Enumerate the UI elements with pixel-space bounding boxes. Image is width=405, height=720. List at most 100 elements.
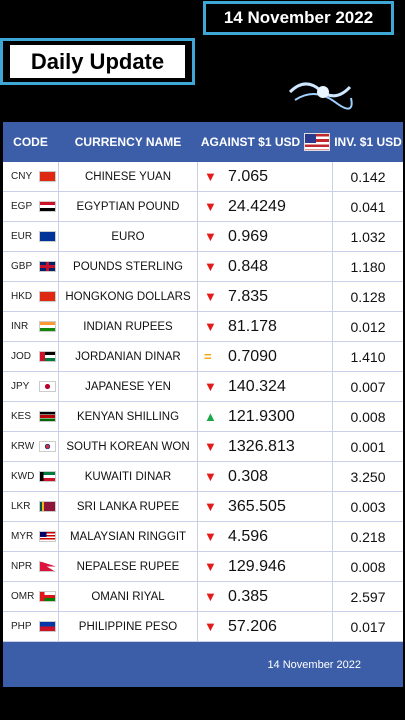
top-date-box: 14 November 2022: [203, 1, 394, 35]
currency-code: KRW: [11, 441, 35, 452]
code-cell: KRW: [3, 432, 58, 461]
cn-flag-icon: [39, 171, 56, 182]
table-row: KES KENYAN SHILLING ▲ 121.9300 0.008: [3, 402, 403, 432]
against-usd-cell: = 0.7090: [198, 342, 333, 371]
code-cell: CNY: [3, 162, 58, 191]
trend-down-icon: ▼: [204, 169, 217, 184]
trend-down-icon: ▼: [204, 589, 217, 604]
table-row: CNY CHINESE YUAN ▼ 7.065 0.142: [3, 162, 403, 192]
trend-down-icon: ▼: [204, 319, 217, 334]
against-usd-value: 0.848: [228, 257, 269, 275]
code-cell: EGP: [3, 192, 58, 221]
inverse-value: 0.012: [350, 318, 386, 335]
currency-code: KWD: [11, 471, 35, 482]
table-row: PHP PHILIPPINE PESO ▼ 57.206 0.017: [3, 612, 403, 642]
against-usd-cell: ▼ 129.946: [198, 552, 333, 581]
currency-code: OMR: [11, 591, 35, 602]
currency-name: INDIAN RUPEES: [58, 312, 198, 341]
jo-flag-icon: [39, 351, 56, 362]
inverse-value: 0.001: [350, 438, 386, 455]
ke-flag-icon: [39, 411, 56, 422]
currency-code: JPY: [11, 381, 30, 392]
code-cell: JPY: [3, 372, 58, 401]
sparkle-icon: [288, 82, 353, 110]
header-against-label: AGAINST $1 USD: [200, 135, 301, 149]
table-row: LKR SRI LANKA RUPEE ▼ 365.505 0.003: [3, 492, 403, 522]
against-usd-value: 0.7090: [228, 347, 277, 365]
currency-name: JORDANIAN DINAR: [58, 342, 198, 371]
against-usd-cell: ▼ 140.324: [198, 372, 333, 401]
ph-flag-icon: [39, 621, 56, 632]
table-row: EUR EURO ▼ 0.969 1.032: [3, 222, 403, 252]
currency-name: MALAYSIAN RINGGIT: [58, 522, 198, 551]
against-usd-value: 24.4249: [228, 197, 286, 215]
currency-code: LKR: [11, 501, 31, 512]
currency-code: JOD: [11, 351, 31, 362]
trend-equal-icon: =: [204, 349, 212, 364]
currency-code: NPR: [11, 561, 33, 572]
table-row: KWD KUWAITI DINAR ▼ 0.308 3.250: [3, 462, 403, 492]
table-row: INR INDIAN RUPEES ▼ 81.178 0.012: [3, 312, 403, 342]
against-usd-cell: ▼ 0.969: [198, 222, 333, 251]
currency-name: CHINESE YUAN: [58, 162, 198, 191]
top-date: 14 November 2022: [223, 8, 374, 27]
currency-name: KENYAN SHILLING: [58, 402, 198, 431]
jp-flag-icon: [39, 381, 56, 392]
currency-code: GBP: [11, 261, 33, 272]
against-usd-cell: ▼ 4.596: [198, 522, 333, 551]
code-cell: GBP: [3, 252, 58, 281]
inverse-value: 0.008: [350, 558, 386, 575]
currency-code: INR: [11, 321, 29, 332]
against-usd-value: 140.324: [228, 377, 286, 395]
table-header: CODE CURRENCY NAME AGAINST $1 USD INV. $…: [3, 122, 403, 162]
inverse-value: 1.180: [350, 258, 386, 275]
against-usd-cell: ▼ 0.848: [198, 252, 333, 281]
table-row: JOD JORDANIAN DINAR = 0.7090 1.410: [3, 342, 403, 372]
kw-flag-icon: [39, 471, 56, 482]
inverse-value: 1.410: [350, 348, 386, 365]
currency-name: POUNDS STERLING: [58, 252, 198, 281]
currency-code: HKD: [11, 291, 33, 302]
trend-down-icon: ▼: [204, 499, 217, 514]
inverse-value: 0.008: [350, 408, 386, 425]
against-usd-cell: ▼ 7.065: [198, 162, 333, 191]
code-cell: OMR: [3, 582, 58, 611]
currency-name: NEPALESE RUPEE: [58, 552, 198, 581]
inverse-value: 0.142: [350, 168, 386, 185]
currency-code: EGP: [11, 201, 33, 212]
code-cell: MYR: [3, 522, 58, 551]
table-row: KRW SOUTH KOREAN WON ▼ 1326.813 0.001: [3, 432, 403, 462]
currency-name: OMANI RIYAL: [58, 582, 198, 611]
code-cell: JOD: [3, 342, 58, 371]
against-usd-cell: ▼ 7.835: [198, 282, 333, 311]
trend-down-icon: ▼: [204, 289, 217, 304]
against-usd-value: 57.206: [228, 617, 277, 635]
currency-code: MYR: [11, 531, 34, 542]
lk-flag-icon: [39, 501, 56, 512]
eu-flag-icon: [39, 231, 56, 242]
against-usd-cell: ▼ 57.206: [198, 612, 333, 641]
table-row: NPR NEPALESE RUPEE ▼ 129.946 0.008: [3, 552, 403, 582]
inverse-value: 0.041: [350, 198, 386, 215]
trend-down-icon: ▼: [204, 439, 217, 454]
against-usd-cell: ▼ 81.178: [198, 312, 333, 341]
np-flag-icon: [39, 561, 56, 572]
inverse-value: 0.017: [350, 618, 386, 635]
against-usd-value: 7.835: [228, 287, 269, 305]
currency-name: PHILIPPINE PESO: [58, 612, 198, 641]
currency-code: PHP: [11, 621, 32, 632]
code-cell: NPR: [3, 552, 58, 581]
header-currency-name: CURRENCY NAME: [74, 135, 182, 149]
header-inverse: INV. $1 USD: [334, 135, 402, 149]
my-flag-icon: [39, 531, 56, 542]
against-usd-cell: ▼ 0.385: [198, 582, 333, 611]
trend-down-icon: ▼: [204, 529, 217, 544]
code-cell: EUR: [3, 222, 58, 251]
inverse-value: 0.128: [350, 288, 386, 305]
table-row: MYR MALAYSIAN RINGGIT ▼ 4.596 0.218: [3, 522, 403, 552]
against-usd-value: 121.9300: [228, 407, 295, 425]
table-row: JPY JAPANESE YEN ▼ 140.324 0.007: [3, 372, 403, 402]
om-flag-icon: [39, 591, 56, 602]
against-usd-value: 1326.813: [228, 437, 295, 455]
inverse-value: 3.250: [350, 468, 386, 485]
